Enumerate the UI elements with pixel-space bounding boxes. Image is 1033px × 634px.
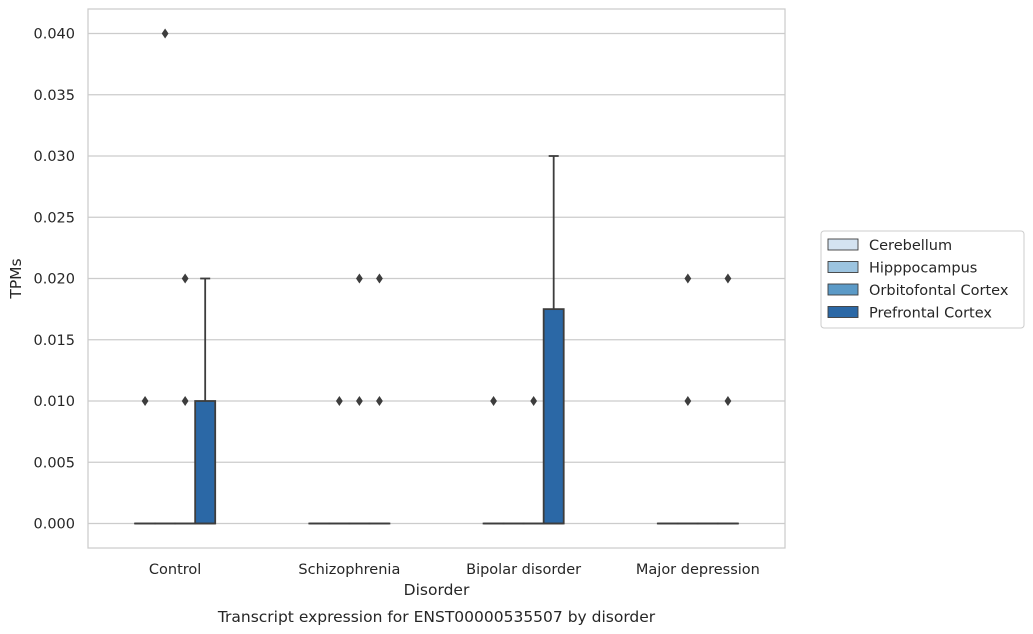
box	[194, 400, 217, 525]
legend-item: Hipppocampus	[827, 261, 977, 277]
outlier-point	[376, 273, 383, 284]
x-tick-label: Control	[149, 562, 201, 578]
legend-swatch	[827, 261, 859, 273]
outlier-point	[355, 396, 363, 406]
plot-area-frame	[87, 8, 786, 549]
outlier-point	[161, 28, 169, 39]
y-tick-label: 0.040	[33, 27, 75, 43]
box-group	[368, 273, 391, 525]
y-tick-label: 0.010	[33, 394, 75, 410]
y-tick-label: 0.025	[33, 210, 75, 226]
y-tick-label: 0.035	[33, 88, 75, 104]
box-series	[134, 28, 739, 525]
box-group	[717, 273, 739, 525]
legend-label: Hipppocampus	[869, 261, 977, 277]
y-tick-label: 0.020	[33, 272, 75, 288]
x-tick-label: Schizophrenia	[298, 562, 400, 578]
y-tick-label: 0.030	[33, 149, 75, 165]
x-tick-label: Bipolar disorder	[466, 562, 581, 578]
legend-label: Cerebellum	[869, 238, 952, 254]
y-tick-labels: 0.000 0.005 0.010 0.015 0.020 0.025 0.030 0.035…	[33, 27, 75, 533]
outlier-point	[724, 273, 732, 284]
y-tick-label: 0.005	[33, 455, 75, 471]
legend-label: Prefrontal Cortex	[869, 306, 992, 322]
box-group	[542, 155, 565, 525]
legend: Cerebellum Hipppocampus Orbitofontal Corte…	[820, 230, 1025, 329]
outlier-point	[724, 396, 732, 406]
outlier-point	[181, 396, 189, 406]
legend-swatch	[827, 306, 859, 318]
chart-title: Transcript expression for ENST0000053550…	[217, 608, 656, 626]
y-tick-label: 0.000	[33, 517, 75, 533]
x-tick-labels: Control Schizophrenia Bipolar disorder Majo…	[149, 562, 760, 578]
outlier-point	[530, 396, 538, 406]
legend-swatch	[827, 238, 859, 251]
outlier-point	[335, 396, 343, 406]
x-axis-label: Disorder	[404, 581, 470, 599]
y-axis-label: TPMs	[7, 258, 25, 299]
outlier-point	[490, 396, 497, 406]
box-group	[348, 273, 371, 525]
box-group	[482, 396, 505, 525]
outlier-point	[684, 396, 692, 406]
legend-swatch	[827, 283, 859, 296]
legend-frame	[820, 230, 1025, 329]
x-tick-label: Major depression	[636, 562, 760, 578]
outlier-point	[376, 396, 383, 406]
outlier-point	[141, 396, 149, 406]
y-tick-label: 0.015	[33, 333, 75, 349]
outlier-point	[355, 273, 363, 284]
legend-item: Prefrontal Cortex	[827, 306, 992, 322]
box	[542, 308, 565, 525]
outlier-point	[684, 273, 692, 284]
legend-label: Orbitofontal Cortex	[869, 283, 1009, 299]
outlier-point	[181, 273, 189, 284]
box-group	[194, 277, 217, 525]
legend-item: Cerebellum	[827, 238, 952, 254]
box-group	[676, 273, 699, 525]
legend-item: Orbitofontal Cortex	[827, 283, 1009, 299]
